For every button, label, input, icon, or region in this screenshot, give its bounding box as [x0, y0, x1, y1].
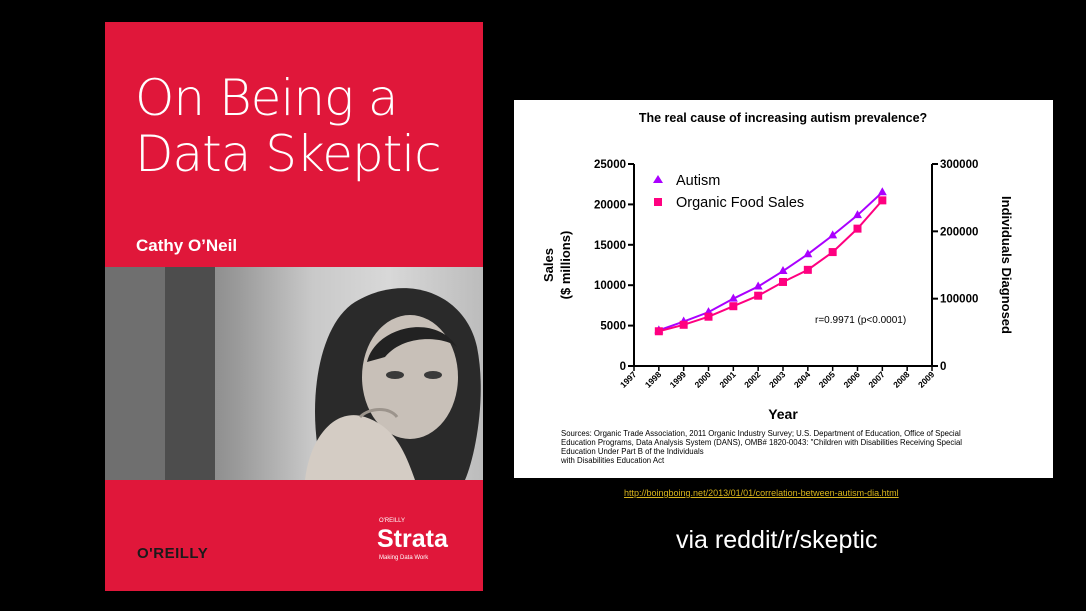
x-tick-label: 2000 — [692, 369, 713, 390]
x-tick-label: 1999 — [668, 369, 689, 390]
y2-tick-label: 100000 — [940, 294, 978, 306]
x-tick-label: 1998 — [643, 369, 664, 390]
x-tick-label: 2002 — [742, 369, 763, 390]
organic-sales-point — [779, 277, 787, 286]
autism-point — [728, 293, 738, 302]
sources-line: Education Programs, Data Analysis System… — [561, 438, 962, 447]
x-tick-label: 2007 — [866, 369, 887, 390]
legend-label: Autism — [676, 173, 720, 189]
sources-line: Education Under Part B of the Individual… — [561, 447, 704, 456]
x-tick-label: 2003 — [767, 369, 788, 390]
chart-title: The real cause of increasing autism prev… — [639, 111, 927, 125]
autism-point — [877, 187, 887, 196]
y2-axis-label: Individuals Diagnosed — [999, 196, 1014, 334]
source-link[interactable]: http://boingboing.net/2013/01/01/correla… — [624, 488, 899, 498]
chart-svg: The real cause of increasing autism prev… — [541, 111, 1014, 465]
autism-point — [753, 281, 763, 290]
via-caption: via reddit/r/skeptic — [676, 526, 878, 554]
organic-sales-point — [878, 196, 887, 205]
y-tick-label: 10000 — [594, 280, 626, 292]
series-line-autism — [658, 191, 884, 332]
y2-tick-label: 0 — [940, 361, 946, 373]
organic-sales-point — [803, 265, 812, 274]
organic-sales-point — [828, 248, 837, 257]
x-tick-label: 2005 — [817, 369, 838, 390]
x-tick-label: 2008 — [891, 369, 912, 390]
y-tick-label: 25000 — [594, 159, 626, 171]
legend-marker-organic-food-sales — [654, 198, 662, 206]
author-photo — [105, 267, 483, 480]
chart-panel: The real cause of increasing autism prev… — [514, 100, 1053, 478]
autism-point — [828, 230, 838, 239]
legend-marker-autism — [653, 175, 663, 183]
series-line-organic-food-sales — [658, 199, 884, 333]
sources-line: with Disabilities Education Act — [560, 456, 665, 465]
x-tick-label: 2006 — [841, 369, 862, 390]
y-tick-label: 20000 — [594, 199, 626, 211]
autism-point — [778, 266, 788, 275]
organic-sales-point — [853, 224, 862, 233]
autism-point — [803, 249, 813, 258]
organic-sales-point — [754, 291, 763, 300]
x-tick-label: 2009 — [916, 369, 937, 390]
correlation-annotation: r=0.9971 (p<0.0001) — [815, 315, 906, 326]
imprint-small: O'REILLY — [379, 518, 406, 524]
organic-sales-point — [654, 327, 663, 336]
sources-line: Sources: Organic Trade Association, 2011… — [561, 429, 961, 438]
y-tick-label: 0 — [620, 361, 626, 373]
y2-tick-label: 200000 — [940, 226, 978, 238]
publisher-logo: O'REILLY — [137, 545, 209, 562]
imprint-tagline: Making Data Work — [379, 555, 429, 561]
author-photo-illustration — [105, 267, 481, 480]
x-tick-label: 2001 — [717, 369, 738, 390]
y-tick-label: 5000 — [600, 321, 626, 333]
organic-sales-point — [704, 312, 713, 321]
y-tick-label: 15000 — [594, 240, 626, 252]
legend-label: Organic Food Sales — [676, 195, 804, 211]
book-title: On Being a Data Skeptic — [135, 69, 442, 183]
y-axis-label-line1: Sales — [541, 248, 556, 282]
autism-point — [853, 210, 862, 219]
book-author: Cathy O’Neil — [136, 236, 238, 255]
x-tick-label: 2004 — [792, 369, 813, 390]
y2-tick-label: 300000 — [940, 159, 978, 171]
organic-sales-point — [679, 320, 688, 329]
imprint-logo: Strata — [377, 525, 448, 553]
x-axis-label: Year — [768, 406, 798, 422]
y-axis-label-line2: ($ millions) — [558, 231, 573, 300]
organic-sales-point — [729, 302, 738, 311]
book-cover: On Being a Data Skeptic Cathy O’Neil O'R… — [105, 22, 483, 591]
